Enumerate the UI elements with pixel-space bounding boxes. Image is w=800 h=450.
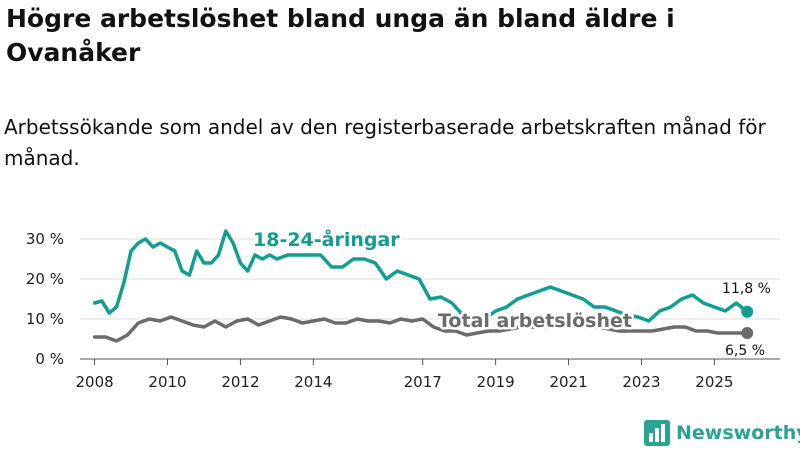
x-tick-label: 2017	[404, 373, 442, 391]
x-tick-label: 2012	[221, 373, 259, 391]
total-series-line	[92, 315, 749, 343]
youth-series-label: 18-24-åringar	[253, 227, 400, 251]
x-tick-label: 2010	[148, 373, 186, 391]
total-end-label: 6,5 %	[725, 343, 765, 359]
total-end-point	[741, 327, 754, 339]
x-tick-label: 2014	[294, 373, 332, 391]
series-labels: 18-24-åringar Total arbetslöshet 11,8 % 6,5…	[251, 225, 771, 360]
y-axis-ticks: 0 % 10 % 20 % 30 %	[26, 230, 64, 368]
x-tick-label: 2023	[622, 373, 660, 391]
youth-end-label: 11,8 %	[722, 281, 771, 297]
y-tick-label: 20 %	[26, 270, 64, 288]
youth-end-point	[741, 305, 754, 318]
newsworthy-brand[interactable]: Newsworthy	[644, 418, 800, 448]
grid-lines	[80, 238, 780, 360]
x-tick-label: 2021	[549, 373, 587, 391]
chart-title: Högre arbetslöshet bland unga än bland ä…	[6, 4, 675, 67]
brand-name: Newsworthy	[676, 422, 800, 444]
y-tick-label: 0 %	[35, 350, 64, 368]
x-tick-label: 2019	[477, 373, 515, 391]
y-tick-label: 10 %	[26, 310, 64, 328]
x-tick-label: 2025	[695, 373, 733, 391]
bar-chart-icon	[644, 420, 670, 446]
x-tick-label: 2008	[75, 373, 113, 391]
x-axis-ticks: 2008 2010 2012 2014 2017 2019 2021 2023 2025	[75, 359, 733, 391]
y-tick-label: 30 %	[26, 230, 64, 248]
series-lines	[92, 229, 754, 343]
chart-subtitle: Arbetssökande som andel av den registerb…	[4, 115, 766, 170]
youth-series-line	[92, 229, 749, 325]
total-series-label: Total arbetslöshet	[438, 310, 632, 332]
